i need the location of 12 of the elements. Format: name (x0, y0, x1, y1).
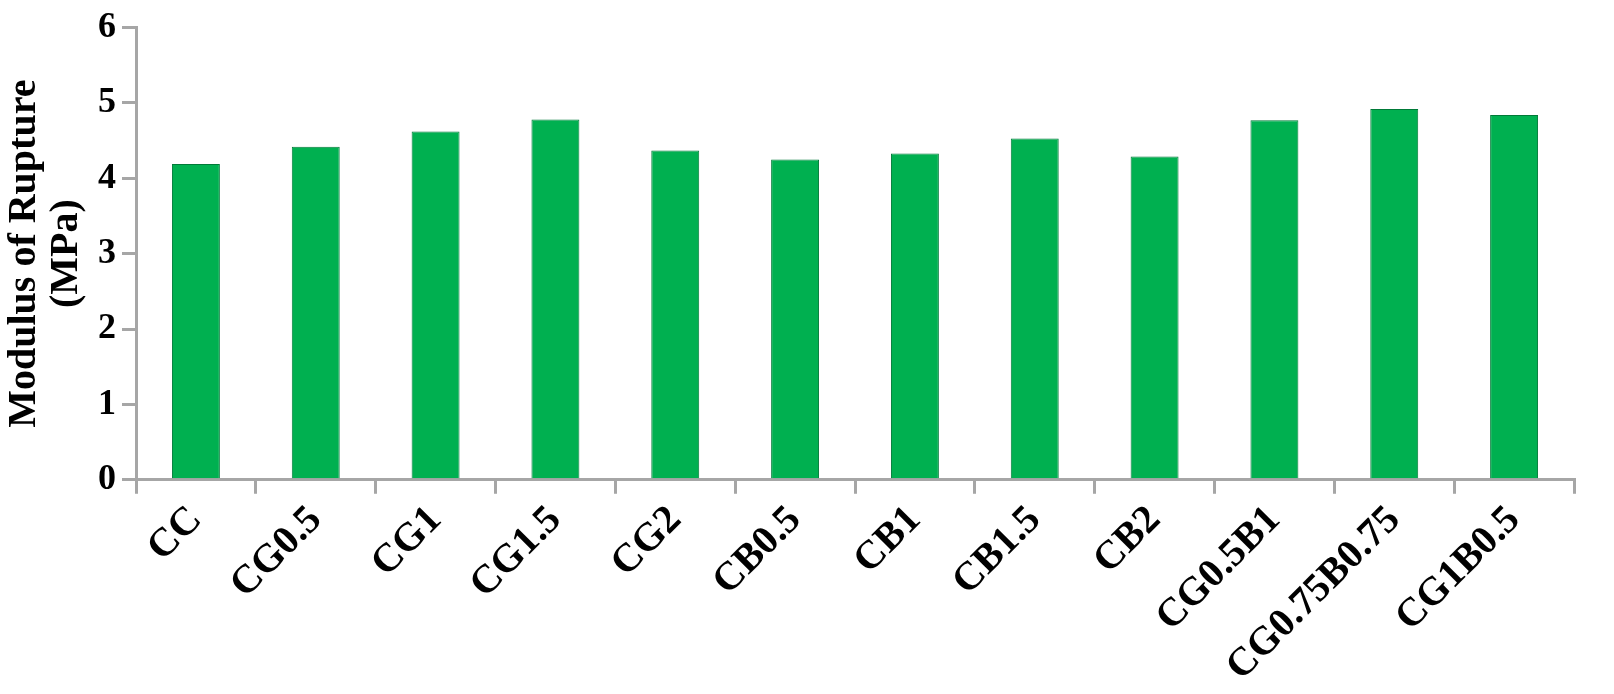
y-tick-label: 1 (98, 381, 116, 422)
x-tick-label: CG2 (600, 495, 689, 584)
y-tick-label: 2 (98, 306, 116, 347)
y-axis-title: Modulus of Rupture (MPa) (0, 79, 87, 428)
x-tick-label: CG1 (360, 495, 450, 584)
x-tick-label: CB1 (843, 495, 929, 581)
y-tick-label: 5 (98, 80, 116, 121)
y-tick-label: 3 (98, 230, 116, 271)
y-tick-label: 0 (98, 457, 116, 498)
x-tick-label: CC (136, 495, 210, 569)
y-tick-label: 4 (98, 155, 116, 196)
y-tick-label: 6 (98, 4, 116, 45)
